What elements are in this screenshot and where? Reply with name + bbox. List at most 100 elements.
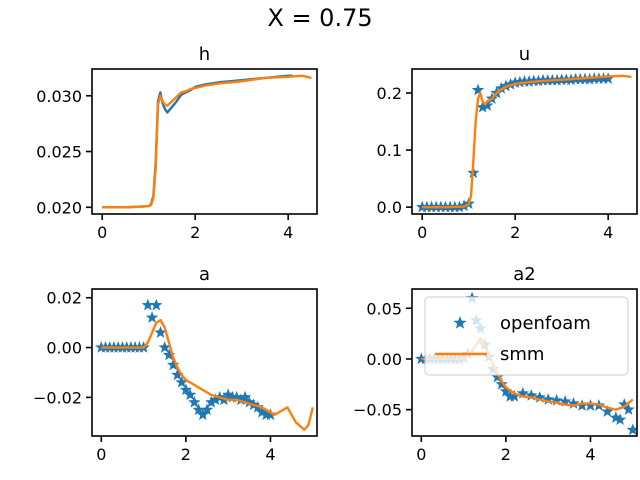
axes-frame	[411, 68, 638, 215]
subplot-title: u	[519, 44, 530, 65]
legend: openfoam smm	[424, 296, 629, 376]
series-openfoam-point	[145, 311, 159, 323]
series-openfoam-point	[602, 72, 615, 84]
series-openfoam-point	[550, 394, 563, 406]
y-tick-label: 0.020	[36, 198, 82, 217]
y-tick-label: 0.00	[366, 350, 402, 369]
y-tick-label: −0.02	[33, 388, 82, 407]
subplot-title: a	[199, 264, 210, 285]
series-openfoam-point	[171, 368, 184, 381]
plot-area	[102, 74, 312, 209]
series-openfoam-point	[183, 388, 197, 401]
series-openfoam-point	[618, 398, 631, 410]
series-openfoam-point	[626, 423, 637, 436]
series-openfoam-point	[516, 386, 529, 399]
series-openfoam-point	[542, 393, 555, 405]
series-openfoam-point	[158, 341, 171, 353]
series-openfoam-point	[513, 75, 527, 88]
subplot-title: a2	[513, 264, 535, 285]
y-tick-label: 0.05	[366, 299, 402, 318]
x-tick-label: 0	[417, 223, 427, 242]
series-openfoam-point	[154, 326, 167, 338]
series-openfoam-point	[558, 395, 572, 407]
plot-area	[95, 298, 314, 431]
series-openfoam-point	[567, 397, 580, 409]
series-smm-line	[101, 318, 314, 431]
series-openfoam-point	[533, 390, 546, 403]
series-openfoam-point	[255, 405, 269, 418]
axes-frame	[91, 68, 318, 215]
series-openfoam-point	[175, 375, 188, 388]
x-tick-label: 4	[283, 223, 293, 242]
y-tick-label: 0.025	[36, 143, 82, 162]
series-openfoam-point	[222, 388, 235, 401]
series-openfoam-point	[150, 298, 163, 311]
series-openfoam-point	[575, 399, 589, 411]
series-openfoam-point	[495, 81, 508, 94]
x-tick-label: 4	[585, 445, 595, 464]
series-openfoam-point	[416, 200, 429, 213]
series-openfoam-point	[230, 390, 243, 403]
x-tick-label: 0	[96, 445, 106, 464]
subplot-a: 0 2 4 0.02 0.00 −0.02 a	[33, 264, 318, 464]
series-openfoam-point	[234, 393, 248, 406]
series-openfoam-point	[601, 405, 614, 417]
y-tick-label: 0.02	[46, 289, 82, 308]
series-openfoam-point	[476, 100, 489, 113]
subplot-a2: 0 2 4 0.05 0.00 −0.05 a2 openfoam smm	[353, 264, 638, 464]
series-openfoam-point	[209, 393, 222, 406]
series-openfoam-point	[613, 413, 627, 426]
series-openfoam-point	[525, 388, 538, 401]
series-openfoam-point	[200, 403, 214, 416]
x-tick-label: 4	[265, 445, 275, 464]
figure-title: X = 0.75	[267, 4, 372, 32]
series-openfoam-point	[499, 384, 513, 397]
y-tick-label: 0.1	[377, 141, 402, 160]
series-openfoam-point	[527, 74, 540, 87]
subplot-title: h	[199, 44, 210, 65]
legend-label-smm: smm	[500, 344, 544, 365]
series-openfoam-point	[196, 408, 209, 421]
y-tick-label: 0.030	[36, 87, 82, 106]
series-openfoam-point	[179, 383, 193, 396]
series-openfoam-point	[264, 408, 277, 421]
subplot-h: 0 2 4 0.020 0.025 0.030 h	[36, 44, 318, 242]
series-openfoam-point	[471, 83, 485, 96]
y-tick-label: −0.05	[353, 401, 402, 420]
y-tick-label: 0.00	[46, 339, 82, 358]
legend-label-openfoam: openfoam	[500, 313, 591, 334]
series-openfoam-point	[491, 370, 504, 383]
series-openfoam-point	[609, 411, 623, 424]
x-tick-label: 2	[501, 445, 511, 464]
series-openfoam-point	[481, 99, 494, 111]
series-openfoam-point	[597, 72, 610, 84]
series-openfoam-point	[243, 395, 256, 408]
series-openfoam-point	[188, 395, 201, 408]
series-openfoam-point	[508, 389, 521, 402]
series-openfoam-line	[102, 74, 293, 209]
series-openfoam-point	[518, 75, 531, 87]
legend-box	[424, 296, 629, 376]
y-tick-label: 0.0	[377, 198, 402, 217]
series-openfoam-point	[238, 390, 252, 403]
x-tick-label: 2	[510, 223, 520, 242]
series-openfoam-point	[141, 298, 155, 311]
series-smm-line	[422, 74, 632, 209]
legend-marker-openfoam	[453, 316, 467, 329]
x-tick-label: 2	[190, 223, 200, 242]
series-openfoam-point	[495, 377, 508, 390]
x-tick-label: 0	[97, 223, 107, 242]
series-openfoam-point	[622, 403, 635, 415]
x-tick-label: 4	[603, 223, 613, 242]
axes-frame	[411, 288, 638, 437]
axes-frame	[91, 288, 318, 437]
series-openfoam-point	[192, 403, 205, 416]
series-openfoam-point	[504, 77, 517, 90]
plot-area	[416, 72, 632, 213]
subplot-u: 0 2 4 0.0 0.1 0.2 u	[377, 44, 638, 242]
x-tick-label: 2	[181, 445, 191, 464]
series-openfoam-point	[509, 76, 522, 88]
x-tick-label: 0	[416, 445, 426, 464]
